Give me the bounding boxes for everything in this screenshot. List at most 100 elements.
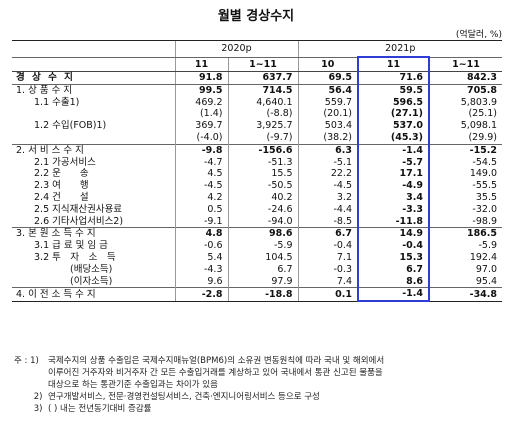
row-value: 4.8 — [174, 227, 228, 241]
table-row: 3. 본 원 소 득 수 지 4.8 98.6 6.7 14.9 186.5 — [12, 227, 503, 241]
row-value: -0.6 — [174, 240, 228, 252]
row-value: (-9.7) — [227, 131, 298, 145]
footnote-mark — [14, 379, 48, 391]
row-value: -1.4 — [357, 143, 430, 157]
footnote-line: 3) ( ) 내는 전년동기대비 증감률 — [14, 403, 504, 415]
row-value: -8.5 — [297, 215, 358, 228]
row-value: 842.3 — [428, 71, 503, 85]
row-value: 369.7 — [174, 120, 228, 132]
footnote-text: 국제수지의 상품 수출입은 국제수지매뉴얼(BPM6)의 소유권 변동원칙에 따… — [48, 356, 385, 366]
row-value: (29.9) — [428, 131, 503, 145]
row-value: (38.2) — [297, 131, 358, 145]
row-label: 2.6 기타사업서비스2) — [34, 215, 124, 227]
row-value: 149.0 — [428, 168, 503, 181]
row-value: 6.7 — [357, 263, 430, 276]
row-value: 40.2 — [227, 191, 298, 204]
row-value: -4.9 — [357, 180, 430, 192]
table-row: (배당소득) -4.3 6.7 -0.3 6.7 97.0 — [12, 263, 503, 276]
row-value: -5.9 — [227, 240, 298, 252]
header-col-2020-1-11: 1~11 — [227, 57, 298, 72]
row-value: 469.2 — [174, 96, 228, 109]
row-value: 596.5 — [357, 96, 430, 109]
row-value: 35.5 — [428, 191, 503, 204]
row-value: 8.6 — [357, 275, 430, 288]
row-value: -98.9 — [428, 215, 503, 228]
row-label: (배당소득) — [70, 263, 113, 275]
row-value: (27.1) — [357, 108, 430, 121]
footnote-line: 2) 연구개발서비스, 전문·경영컨설팅서비스, 건축·엔지니어링서비스 등으로 … — [14, 391, 504, 403]
row-value: -54.5 — [428, 156, 503, 169]
row-value: 3.2 — [297, 191, 358, 204]
row-value: -94.0 — [227, 215, 298, 228]
row-value: 7.1 — [297, 251, 358, 264]
row-value: -4.3 — [174, 263, 228, 276]
row-value: -1.4 — [357, 287, 430, 303]
row-value: -4.5 — [174, 180, 228, 192]
table-row: 2.1 가공서비스 -4.7 -51.3 -5.1 -5.7 -54.5 — [12, 156, 503, 169]
row-value: (45.3) — [357, 131, 430, 145]
table-row: 2.2 운 송 4.5 15.5 22.2 17.1 149.0 — [12, 168, 503, 181]
footnote-line: 대상으로 하는 통관기준 수출입과는 차이가 있음 — [14, 379, 504, 391]
row-label: 2.5 지식재산권사용료 — [34, 203, 123, 215]
row-value: 17.1 — [357, 168, 430, 181]
row-label: 2. 서 비 스 수 지 — [12, 143, 175, 157]
footnote-line: 주 : 1) 국제수지의 상품 수출입은 국제수지매뉴얼(BPM6)의 소유권 변… — [14, 355, 504, 367]
row-value: 104.5 — [227, 251, 298, 264]
table-row: 2.3 여 행 -4.5 -50.5 -4.5 -4.9 -55.5 — [12, 180, 503, 192]
row-value: 7.4 — [297, 275, 358, 288]
table-row: 3.2 투 자 소 득 5.4 104.5 7.1 15.3 192.4 — [12, 251, 503, 264]
row-value: 9.6 — [174, 275, 228, 288]
row-label: 2.4 건 설 — [34, 191, 89, 203]
row-value: -0.3 — [297, 263, 358, 276]
row-label: 1.1 수출1) — [34, 96, 80, 108]
header-col-2021-1-11: 1~11 — [428, 57, 503, 72]
footnote-text: 이루어진 거주자와 비거주자 간 모든 수출입거래를 계상하고 있어 국내에서 … — [48, 368, 383, 378]
row-value: 0.5 — [174, 203, 228, 216]
row-label: 4. 이 전 소 득 수 지 — [12, 287, 175, 302]
row-value: 14.9 — [357, 227, 430, 241]
row-value: (-4.0) — [174, 131, 228, 145]
header-blank-2 — [12, 57, 175, 72]
table-row: (-4.0) (-9.7) (38.2) (45.3) (29.9) — [12, 131, 503, 145]
footnotes: 주 : 1) 국제수지의 상품 수출입은 국제수지매뉴얼(BPM6)의 소유권 변… — [14, 355, 504, 415]
row-value: 192.4 — [428, 251, 503, 264]
row-label: 1.2 수입(FOB)1) — [34, 120, 107, 132]
footnote-text: 연구개발서비스, 전문·경영컨설팅서비스, 건축·엔지니어링서비스 등으로 구성 — [48, 392, 320, 402]
row-value: -55.5 — [428, 180, 503, 192]
current-account-table: 2020p 2021p 11 1~11 10 11 1~11 경 상 수 지 91… — [12, 40, 503, 303]
row-value: 705.8 — [428, 84, 503, 97]
row-value: 59.5 — [357, 84, 430, 97]
row-label — [12, 108, 175, 120]
row-value: -5.1 — [297, 156, 358, 169]
header-col-2020-11: 11 — [174, 57, 228, 72]
row-value: -18.8 — [227, 287, 298, 302]
table-row: 3.1 급 료 및 임 금 -0.6 -5.9 -0.4 -0.4 -5.9 — [12, 240, 503, 252]
row-value: 3,925.7 — [227, 120, 298, 132]
table-row: 2.6 기타사업서비스2) -9.1 -94.0 -8.5 -11.8 -98.9 — [12, 215, 503, 228]
row-value: 186.5 — [428, 227, 503, 241]
row-value: -0.4 — [297, 240, 358, 252]
row-value: 3.4 — [357, 191, 430, 204]
row-value: -4.7 — [174, 156, 228, 169]
row-value: -9.8 — [174, 143, 228, 157]
row-value: -24.6 — [227, 203, 298, 216]
footnote-text: 대상으로 하는 통관기준 수출입과는 차이가 있음 — [48, 380, 218, 390]
row-value: 69.5 — [297, 71, 358, 85]
row-value: -3.3 — [357, 203, 430, 216]
table-row: 1. 상 품 수 지 99.5 714.5 56.4 59.5 705.8 — [12, 84, 503, 97]
row-value: -34.8 — [428, 287, 503, 302]
row-value: -4.5 — [297, 180, 358, 192]
row-value: -51.3 — [227, 156, 298, 169]
table-row: 경 상 수 지 91.8 637.7 69.5 71.6 842.3 — [12, 71, 503, 85]
row-value: 714.5 — [227, 84, 298, 97]
row-value: 99.5 — [174, 84, 228, 97]
row-value: (20.1) — [297, 108, 358, 121]
row-value: -156.6 — [227, 143, 298, 157]
row-value: 6.7 — [297, 227, 358, 241]
table-row: (이자소득) 9.6 97.9 7.4 8.6 95.4 — [12, 275, 503, 288]
row-value: -5.9 — [428, 240, 503, 252]
row-value: -15.2 — [428, 143, 503, 157]
row-value: -2.8 — [174, 287, 228, 302]
row-value: 5,803.9 — [428, 96, 503, 109]
